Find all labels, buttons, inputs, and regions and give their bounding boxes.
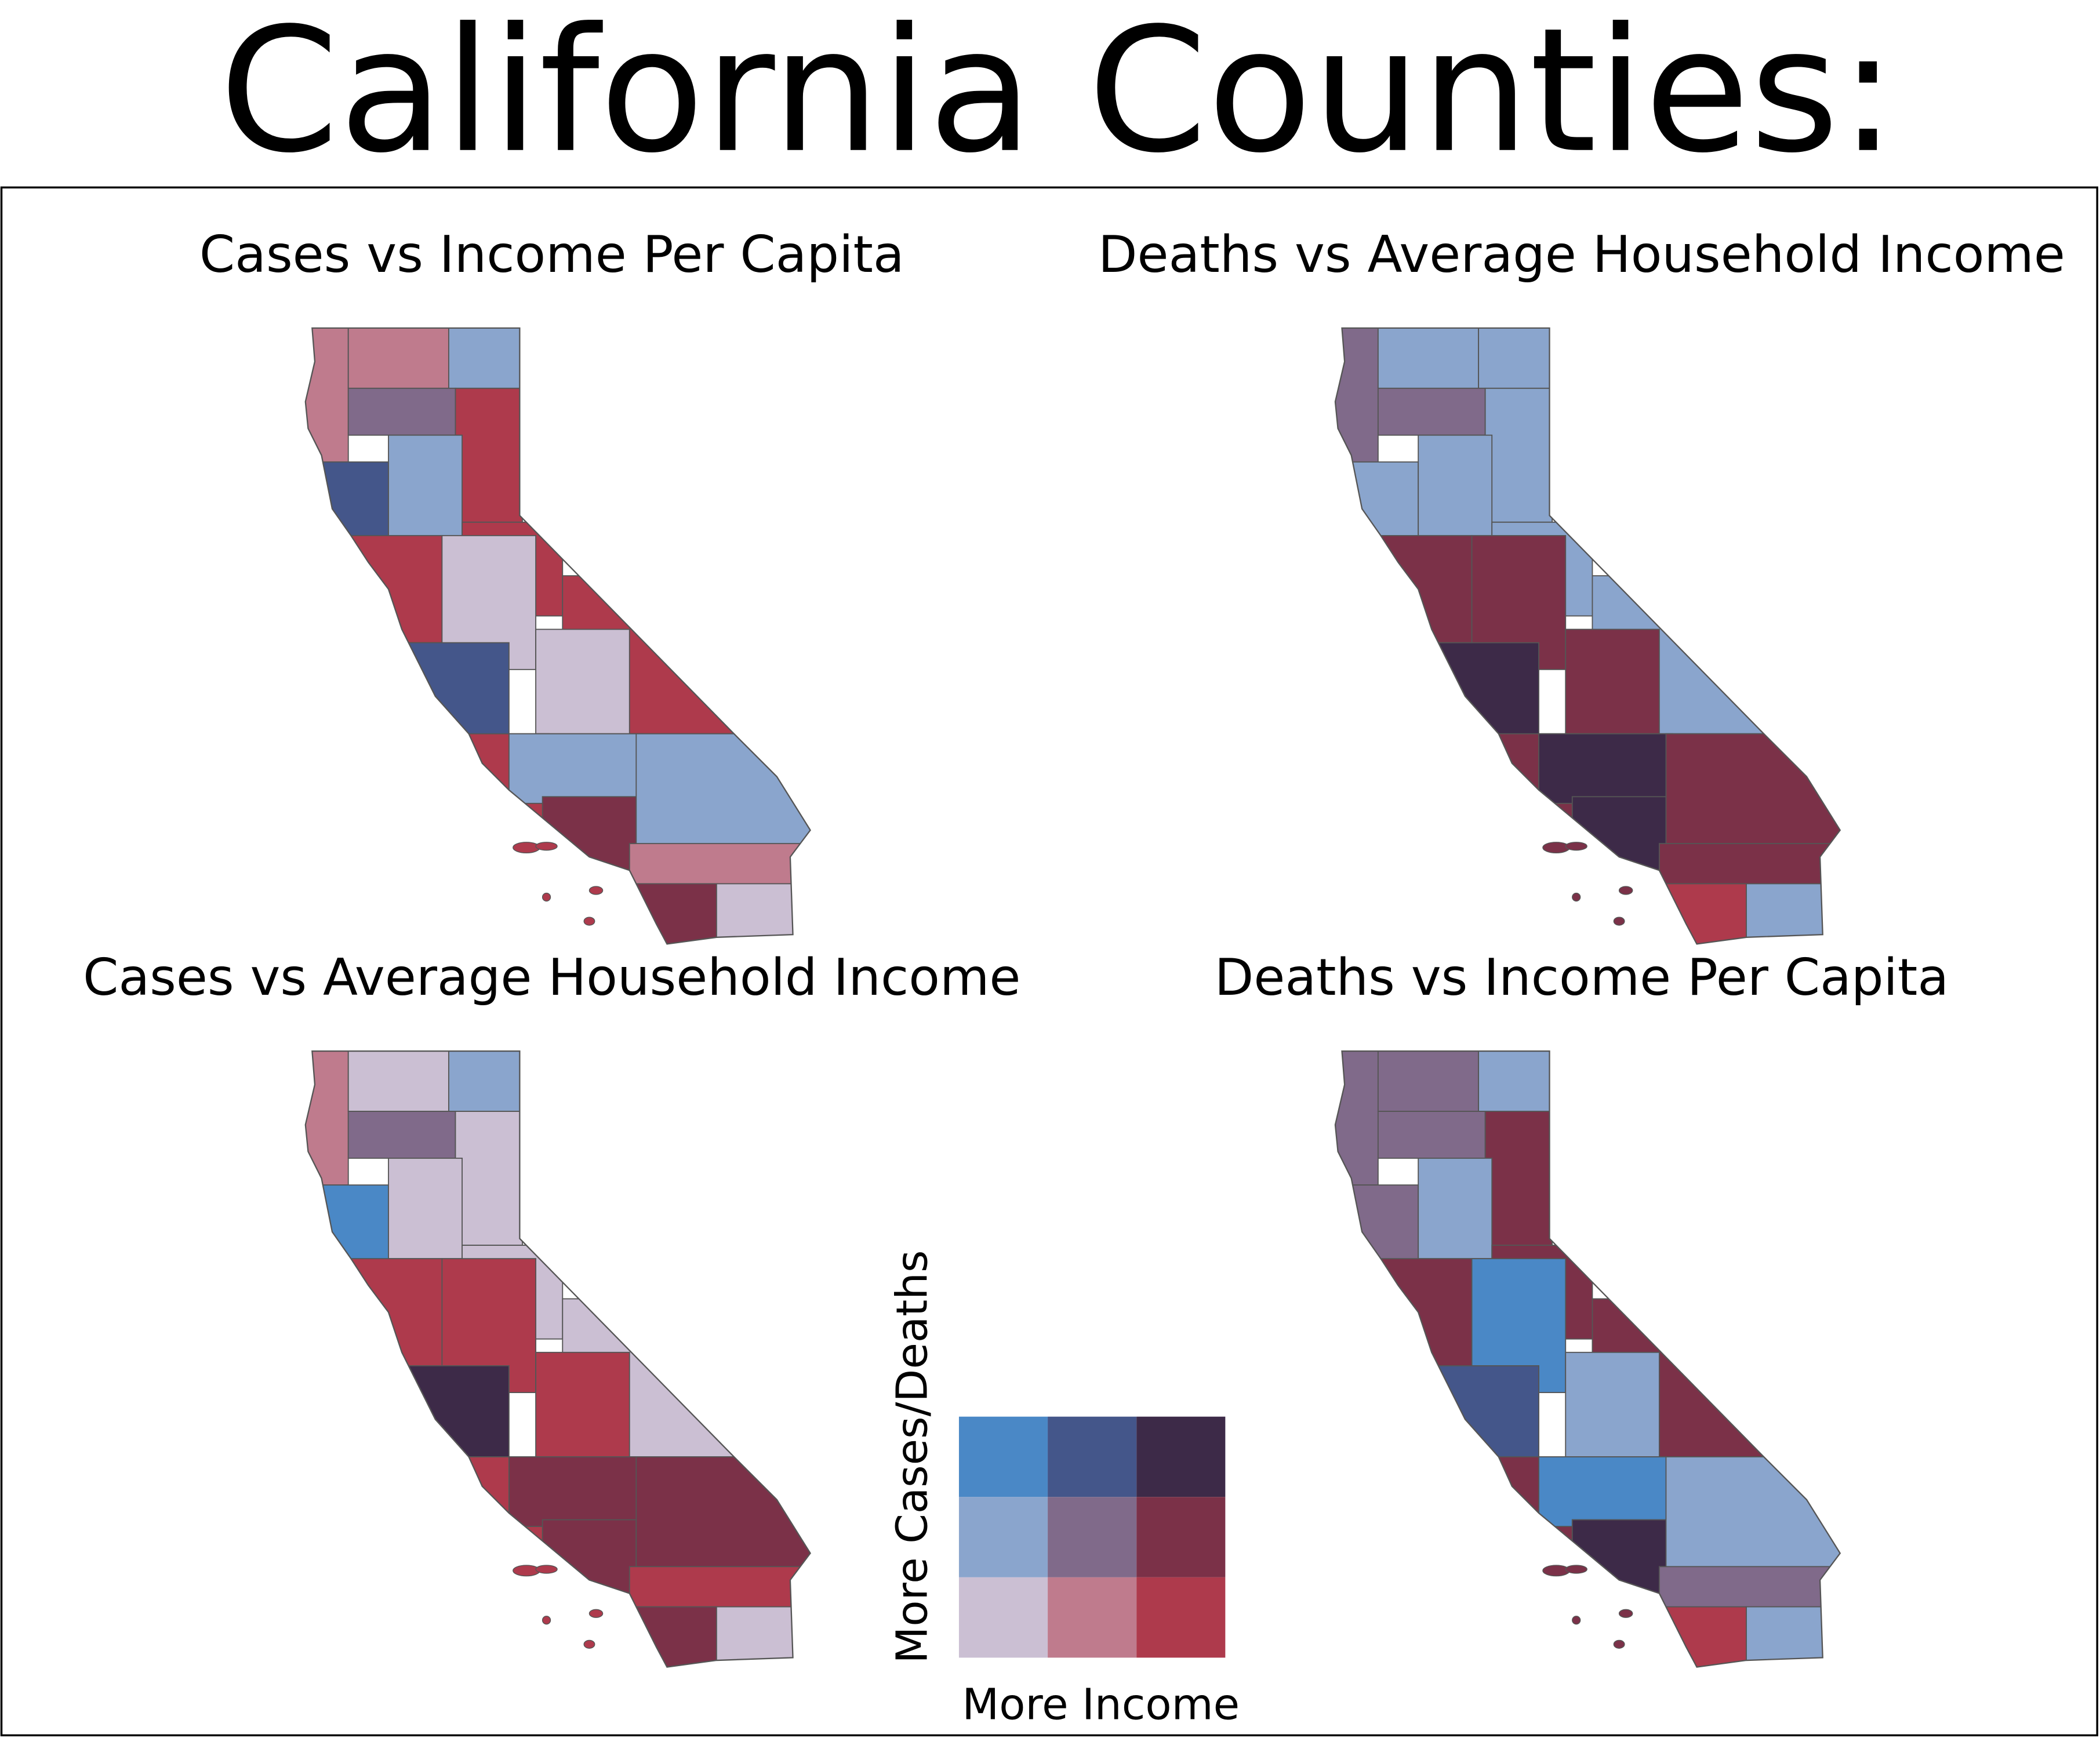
county-region (321, 1258, 443, 1366)
island (542, 892, 551, 902)
county-region (535, 628, 630, 735)
county-region (1335, 1051, 1379, 1186)
county-region (1335, 328, 1379, 463)
island (1618, 1609, 1633, 1618)
county-region (1538, 733, 1673, 804)
island (535, 1565, 558, 1574)
map-title: Deaths vs Income Per Capita (1215, 948, 1949, 1007)
county-region (1377, 387, 1486, 436)
county-region (1418, 434, 1493, 536)
island (1565, 842, 1587, 851)
legend-cell (958, 1577, 1048, 1658)
county-region (1377, 328, 1480, 389)
state-map (305, 328, 811, 944)
state-outline (304, 327, 811, 945)
legend-y-label: More Cases/Deaths (888, 1250, 938, 1663)
county-region (1418, 1157, 1493, 1260)
county-region (321, 535, 443, 643)
county-region (1377, 1111, 1486, 1159)
county-region (347, 1051, 449, 1112)
legend (958, 1416, 1226, 1658)
county-region (635, 1456, 811, 1581)
county-region (1350, 535, 1473, 643)
county-region (715, 1606, 811, 1667)
legend-cell (1136, 1416, 1226, 1497)
county-region (628, 1566, 811, 1615)
county-region (1538, 1456, 1673, 1527)
county-region (542, 1519, 637, 1608)
island (1618, 886, 1633, 895)
state-outline (304, 1050, 811, 1668)
county-region (508, 733, 644, 804)
island (1542, 1565, 1570, 1577)
county-region (535, 1351, 630, 1457)
map-title: Cases vs Income Per Capita (199, 225, 904, 284)
county-region (347, 1111, 456, 1159)
county-region (305, 328, 349, 463)
legend-x-label: More Income (962, 1680, 1240, 1730)
county-region (388, 434, 463, 536)
county-region (347, 387, 456, 436)
island (1565, 1565, 1587, 1574)
state-map (1335, 1051, 1840, 1667)
county-region (1665, 1456, 1840, 1581)
island (513, 1565, 540, 1577)
county-region (542, 796, 637, 885)
county-region (1350, 1258, 1473, 1366)
county-region (508, 1456, 644, 1527)
county-region (635, 733, 811, 858)
county-region (1478, 328, 1553, 389)
county-region (1484, 387, 1553, 523)
county-region (1571, 1519, 1667, 1608)
island (588, 1609, 604, 1618)
legend-cell (1048, 1577, 1137, 1658)
legend-cell (1048, 1416, 1137, 1497)
legend-cell (1136, 1577, 1226, 1658)
island (1542, 842, 1570, 853)
island (583, 1639, 595, 1649)
legend-cell (1048, 1497, 1137, 1577)
island (1572, 892, 1581, 902)
county-region (455, 387, 523, 523)
island (1613, 917, 1625, 926)
county-region (305, 1051, 349, 1186)
state-outline (1334, 327, 1841, 945)
island (535, 842, 558, 851)
county-region (1565, 1351, 1660, 1457)
island (513, 842, 540, 853)
county-region (1484, 1111, 1553, 1246)
map-title: Deaths vs Average Household Income (1098, 225, 2065, 284)
legend-cell (1136, 1497, 1226, 1577)
island (1572, 1616, 1581, 1625)
island (583, 917, 595, 926)
county-region (448, 328, 523, 389)
state-outline (1334, 1050, 1841, 1668)
county-region (1565, 628, 1660, 735)
county-region (1478, 1051, 1553, 1112)
legend-cell (958, 1497, 1048, 1577)
county-region (1665, 733, 1840, 858)
legend-cell (958, 1416, 1048, 1497)
county-region (1377, 1051, 1480, 1112)
county-region (628, 843, 811, 891)
county-region (1746, 1606, 1840, 1667)
island (588, 886, 604, 895)
island (1613, 1639, 1625, 1649)
main-title: California Counties: (219, 0, 1896, 191)
county-region (455, 1111, 523, 1246)
county-region (347, 328, 449, 389)
island (542, 1616, 551, 1625)
county-region (448, 1051, 523, 1112)
state-map (305, 1051, 811, 1667)
state-map (1335, 328, 1840, 944)
map-title: Cases vs Average Household Income (83, 948, 1020, 1007)
panel-frame (0, 186, 2098, 1737)
county-region (1571, 796, 1667, 885)
county-region (388, 1157, 463, 1260)
